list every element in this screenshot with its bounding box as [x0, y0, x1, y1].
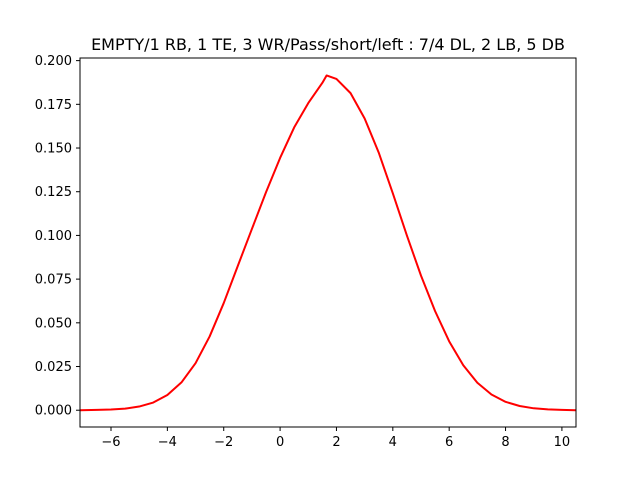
y-tick-label: 0.150 [35, 142, 72, 157]
series-line-0 [79, 74, 577, 412]
x-tick-label: 4 [389, 435, 397, 450]
x-tick-label: 2 [332, 435, 340, 450]
y-tick-label: 0.075 [35, 273, 72, 288]
plot-area: −6 −4 −2 0 2 4 6 8 10 0.000 0.025 0.050 0.075 0.100 0.… [35, 54, 577, 450]
x-tick-label: 6 [445, 435, 453, 450]
x-tick-label: 8 [501, 435, 509, 450]
axes-frame [79, 57, 577, 428]
y-tick-label: 0.100 [35, 229, 72, 244]
chart-title: EMPTY/1 RB, 1 TE, 3 WR/Pass/short/left :… [91, 35, 565, 54]
y-tick-label: 0.175 [35, 98, 72, 113]
y-tick-label: 0.000 [35, 404, 72, 419]
y-tick-label: 0.200 [35, 54, 72, 69]
y-tick-label: 0.050 [35, 316, 72, 331]
y-tick-label: 0.125 [35, 185, 72, 200]
x-tick-label: −6 [101, 435, 120, 450]
x-tick-label: −4 [158, 435, 177, 450]
x-tick-label: −2 [214, 435, 233, 450]
x-tick-label: 0 [276, 435, 284, 450]
y-tick-label: 0.025 [35, 360, 72, 375]
x-tick-label: 10 [554, 435, 571, 450]
